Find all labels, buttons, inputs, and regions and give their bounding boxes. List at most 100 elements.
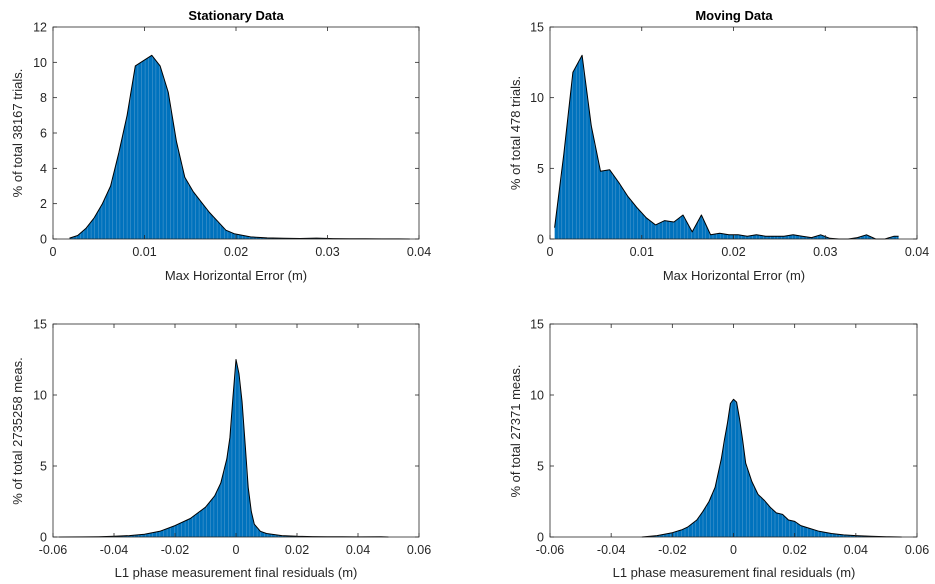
- data-point: [701, 215, 702, 216]
- data-point: [225, 230, 226, 231]
- data-point: [820, 234, 821, 235]
- data-point: [110, 186, 111, 187]
- y-tick-label: 4: [40, 162, 47, 176]
- data-point: [600, 171, 601, 172]
- data-point: [239, 373, 240, 374]
- data-point: [618, 182, 619, 183]
- data-point: [229, 437, 230, 438]
- series-area: [641, 399, 902, 537]
- data-point: [739, 419, 740, 420]
- data-point: [220, 483, 221, 484]
- x-tick-label: 0: [50, 245, 57, 259]
- y-tick-label: 15: [530, 21, 544, 35]
- data-point: [719, 233, 720, 234]
- x-tick-label: 0.01: [630, 245, 654, 259]
- data-point: [782, 514, 783, 515]
- y-axis-label: % of total 38167 trials.: [10, 69, 25, 198]
- data-point: [764, 500, 765, 501]
- x-tick-label: 0.01: [132, 245, 156, 259]
- data-point: [664, 220, 665, 221]
- y-axis-label: % of total 2735258 meas.: [10, 357, 25, 504]
- data-point: [794, 521, 795, 522]
- data-point: [774, 236, 775, 237]
- data-point: [118, 152, 119, 153]
- data-point: [751, 481, 752, 482]
- data-point: [843, 534, 844, 535]
- x-tick-label: -0.02: [161, 543, 190, 557]
- y-tick-label: 10: [33, 56, 47, 70]
- data-point: [657, 535, 658, 536]
- data-point: [747, 236, 748, 237]
- x-tick-label: 0.06: [407, 543, 431, 557]
- data-point: [193, 191, 194, 192]
- data-point: [175, 525, 176, 526]
- data-point: [831, 533, 832, 534]
- y-tick-label: 5: [40, 460, 47, 474]
- y-tick-label: 6: [40, 127, 47, 141]
- data-point: [143, 60, 144, 61]
- data-point: [800, 525, 801, 526]
- panel-title: Moving Data: [695, 8, 773, 23]
- series-area: [59, 359, 389, 537]
- data-point: [232, 397, 233, 398]
- data-point: [184, 177, 185, 178]
- x-tick-label: -0.02: [658, 543, 687, 557]
- y-tick-label: 5: [537, 162, 544, 176]
- data-point: [234, 233, 235, 234]
- data-point: [226, 458, 227, 459]
- data-point: [793, 234, 794, 235]
- data-point: [683, 215, 684, 216]
- data-point: [563, 154, 564, 155]
- data-point: [646, 217, 647, 218]
- data-point: [77, 235, 78, 236]
- data-point: [214, 495, 215, 496]
- data-point: [127, 115, 128, 116]
- data-point: [135, 65, 136, 66]
- x-tick-label: -0.04: [100, 543, 129, 557]
- data-point: [151, 55, 152, 56]
- data-point: [756, 234, 757, 235]
- data-point: [811, 237, 812, 238]
- data-point: [692, 231, 693, 232]
- y-tick-label: 12: [33, 21, 47, 35]
- data-point: [254, 524, 255, 525]
- data-point: [316, 238, 317, 239]
- data-point: [742, 440, 743, 441]
- data-point: [190, 518, 191, 519]
- data-point: [710, 234, 711, 235]
- data-point: [765, 236, 766, 237]
- data-point: [894, 236, 895, 237]
- moving-residuals-histogram: L1 phase measurement final residuals (m)…: [508, 318, 929, 581]
- data-point: [721, 458, 722, 459]
- data-point: [810, 528, 811, 529]
- y-tick-label: 10: [530, 91, 544, 105]
- x-tick-label: 0: [233, 543, 240, 557]
- data-point: [144, 534, 145, 535]
- data-point: [251, 511, 252, 512]
- data-point: [248, 487, 249, 488]
- y-tick-label: 8: [40, 91, 47, 105]
- y-tick-label: 5: [537, 460, 544, 474]
- y-tick-label: 0: [537, 233, 544, 247]
- data-point: [736, 402, 737, 403]
- x-tick-label: 0.04: [905, 245, 929, 259]
- data-point: [281, 535, 282, 536]
- data-point: [236, 359, 237, 360]
- x-tick-label: 0.03: [315, 245, 339, 259]
- data-point: [201, 201, 202, 202]
- data-point: [582, 55, 583, 56]
- bin-stripes: [641, 399, 902, 537]
- data-point: [819, 531, 820, 532]
- y-tick-label: 2: [40, 197, 47, 211]
- y-tick-label: 10: [530, 389, 544, 403]
- data-point: [745, 463, 746, 464]
- data-point: [94, 217, 95, 218]
- data-point: [572, 72, 573, 73]
- x-tick-label: 0.03: [813, 245, 837, 259]
- data-point: [898, 236, 899, 237]
- x-axis-label: L1 phase measurement final residuals (m): [613, 565, 856, 580]
- data-point: [673, 222, 674, 223]
- stationary-residuals-histogram: L1 phase measurement final residuals (m)…: [10, 318, 431, 581]
- x-tick-label: 0.02: [782, 543, 806, 557]
